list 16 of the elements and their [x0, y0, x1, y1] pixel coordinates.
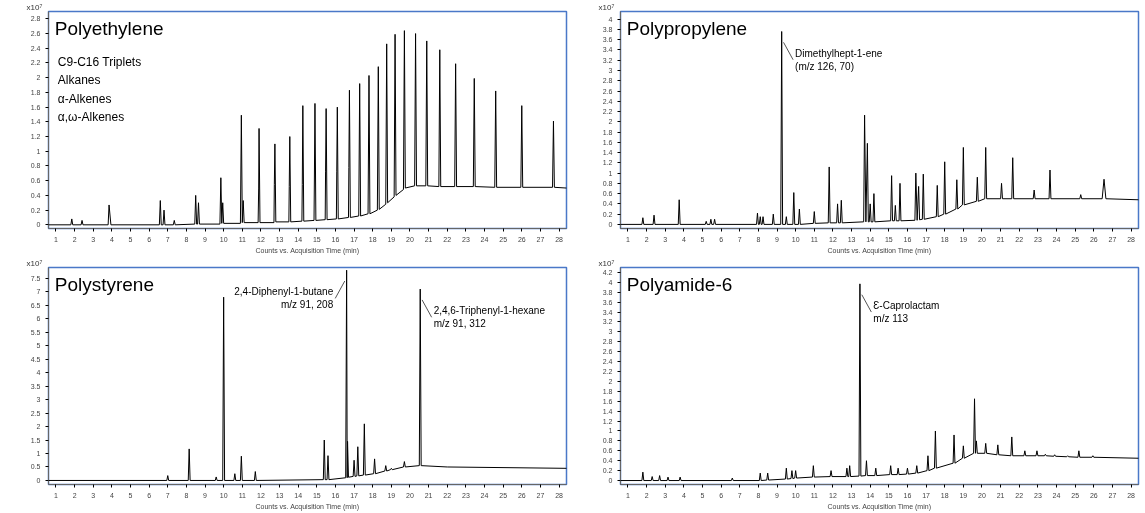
chart-title: Polyethylene — [54, 18, 164, 40]
chart-title: Polyamide-6 — [626, 274, 733, 296]
annotation: Alkanes — [57, 73, 101, 88]
annotation: Ɛ-Caprolactam m/z 113 — [873, 299, 940, 325]
y-axis-title: x10⁷ — [26, 2, 43, 12]
y-axis-title: x10⁷ — [26, 258, 43, 268]
annotation: C9-C16 Triplets — [57, 54, 142, 69]
annotation: 2,4-Diphenyl-1-butane m/z 91, 208 — [234, 286, 334, 311]
annotation: Dimethylhept-1-ene (m/z 126, 70) — [795, 47, 883, 72]
chart-title: Polypropylene — [626, 18, 748, 40]
y-axis-title: x10⁷ — [598, 2, 615, 12]
y-axis-title: x10⁷ — [598, 258, 615, 268]
annotation: α-Alkenes — [57, 91, 112, 106]
annotation: α,ω-Alkenes — [57, 110, 125, 125]
annotation: 2,4,6-Triphenyl-1-hexane m/z 91, 312 — [433, 305, 546, 330]
chart-title: Polystyrene — [54, 274, 154, 296]
